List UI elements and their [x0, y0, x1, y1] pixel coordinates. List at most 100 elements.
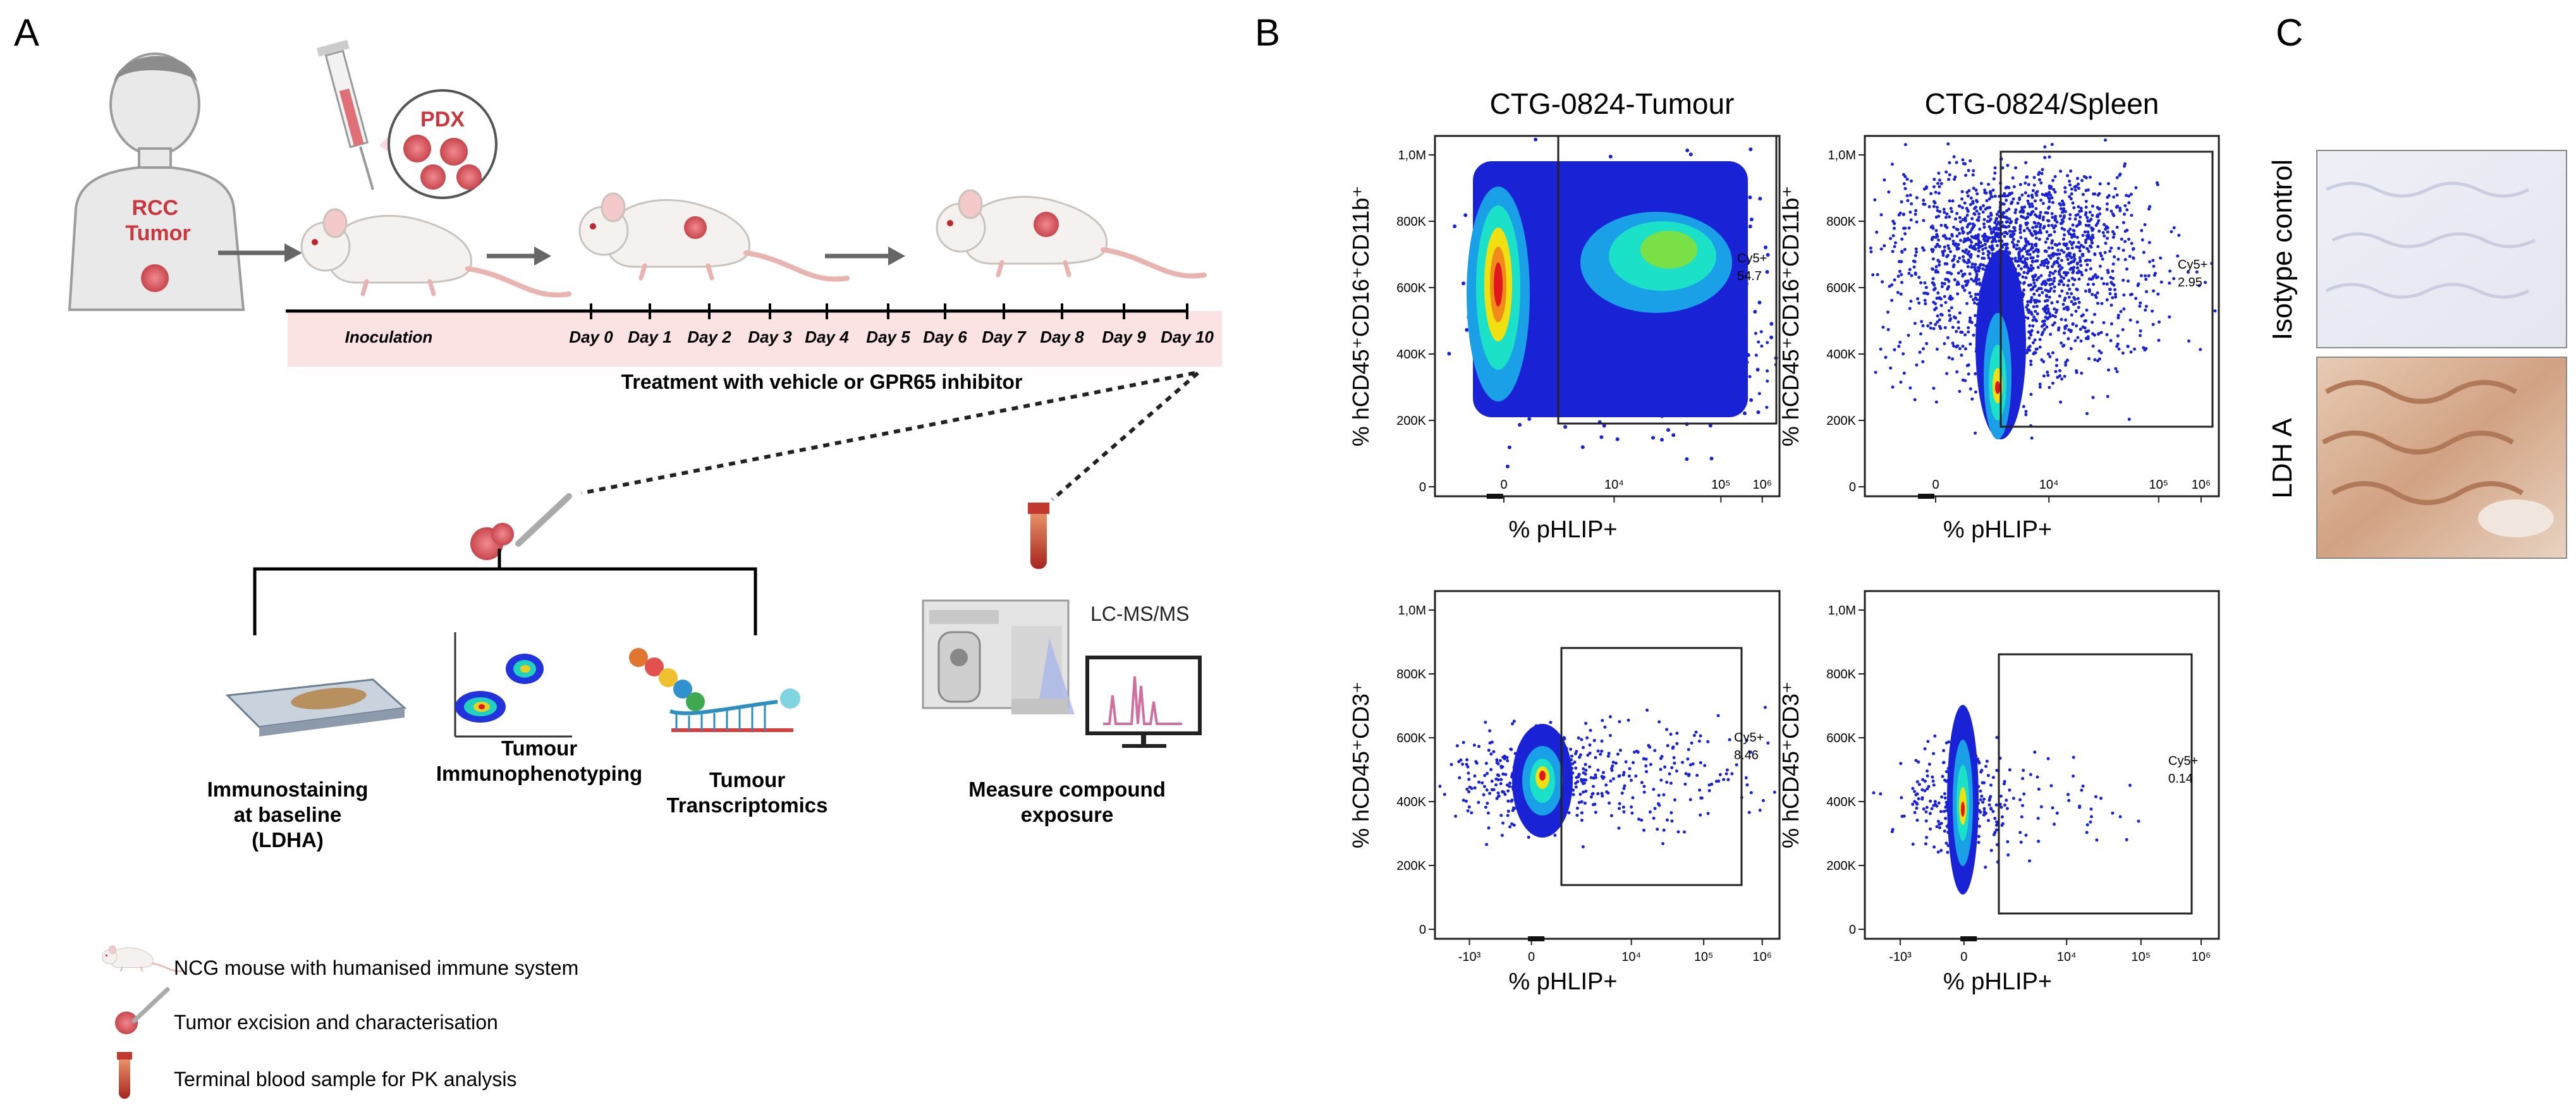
scatter-points	[1438, 706, 1776, 848]
timeline-day-label: Day 2	[687, 327, 731, 346]
y-tick-label: 800K	[1396, 668, 1426, 681]
y-tick-label: 0	[1849, 480, 1856, 494]
monitor-icon	[1085, 656, 1202, 748]
readout-label: Tumour Transcriptomics	[667, 768, 828, 817]
column-title-tumour: CTG-0824-Tumour	[1490, 87, 1735, 120]
x-tick-label: 0	[1932, 478, 1939, 492]
x-tick-label: 10⁴	[2057, 950, 2077, 964]
treatment-label: Treatment with vehicle or GPR65 inhibito…	[621, 370, 1023, 393]
gate-box	[1998, 653, 2193, 915]
readout-label-line: Tumour	[709, 768, 786, 791]
readout-bracket	[253, 549, 757, 635]
mouse-tumor-icon	[684, 216, 707, 239]
x-axis-label: % pHLIP+	[1943, 968, 2052, 995]
x-tick-label: 10⁵	[1711, 478, 1731, 492]
y-tick-label: 200K	[1826, 414, 1856, 428]
tumor-excision-icon	[470, 493, 572, 560]
column-title-spleen: CTG-0824/Spleen	[1925, 87, 2159, 120]
scatter-points	[1447, 137, 1778, 468]
y-axis-label: % hCD45⁺CD3⁺	[1778, 681, 1804, 848]
gate-box	[1560, 647, 1743, 886]
x-tick-label: 10⁵	[1694, 950, 1714, 964]
pdx-label: PDX	[420, 107, 465, 131]
plot-frame	[1864, 590, 2220, 940]
gate-label: Cy5+	[2168, 754, 2198, 768]
y-tick-label: 0	[1419, 923, 1426, 937]
flow-plot: 0 200K 400K 600K 800K 1,0M 0 10⁴ 10⁵ 10⁶ Cy5+ 2.95%…	[1778, 135, 2220, 543]
gate-value: 8.46	[1734, 748, 1759, 762]
x-tick-label: 0	[1960, 950, 1967, 964]
flow-plot: 0 200K 400K 600K 800K 1,0M -10³ 0 10⁴ 10⁵ 10⁶ Cy5+ 0…	[1778, 590, 2220, 995]
timeline-day-label: Day 9	[1102, 327, 1146, 346]
y-tick-label: 600K	[1396, 731, 1426, 745]
blood-tube-icon	[1028, 503, 1049, 569]
y-tick-label: 600K	[1826, 731, 1856, 745]
dna-icon	[629, 648, 800, 732]
ihc-label-isotype: Isotype control	[2267, 159, 2298, 340]
gate-value: 2.95	[2178, 276, 2202, 290]
ihc-image-isotype	[2316, 150, 2567, 348]
y-tick-label: 0	[1849, 923, 1856, 937]
lcms-instrument-icon	[922, 599, 1075, 714]
x-axis-label: % pHLIP+	[1508, 968, 1617, 995]
x-tick-label: -10³	[1889, 950, 1912, 964]
y-tick-label: 800K	[1396, 215, 1426, 229]
axis-marks	[1960, 936, 1977, 941]
readout-label-line: at baseline	[234, 803, 342, 826]
timeline-day-label: Day 8	[1040, 327, 1084, 346]
gate-label: Cy5+	[2178, 258, 2207, 272]
y-tick-label: 0	[1419, 480, 1426, 494]
y-tick-label: 1,0M	[1828, 149, 1856, 162]
timeline-day-label: Day 10	[1161, 327, 1214, 346]
readout-label-line: Measure compound	[968, 778, 1166, 801]
x-axis-label: % pHLIP+	[1508, 516, 1617, 543]
x-tick-label: 10⁴	[1621, 950, 1641, 964]
y-tick-label: 400K	[1826, 795, 1856, 809]
x-tick-label: 10⁶	[1753, 478, 1772, 492]
readout-label-line: exposure	[1021, 803, 1114, 826]
x-tick-label: 10⁵	[2149, 478, 2169, 492]
y-tick-label: 400K	[1396, 795, 1426, 809]
timeline-day-label: Day 7	[982, 327, 1027, 346]
slide-icon	[225, 678, 407, 736]
gate-label: Cy5+	[1737, 252, 1767, 266]
y-tick-label: 600K	[1826, 281, 1856, 295]
plot-frame	[1434, 590, 1781, 940]
pdx-tumor-icon	[440, 138, 468, 166]
timeline-day-label: Day 1	[628, 327, 671, 346]
readout-label-line: Tumour	[501, 736, 578, 760]
x-tick-label: -10³	[1458, 950, 1481, 964]
timeline-day-label: Day 6	[923, 327, 967, 346]
syringe-icon	[316, 40, 374, 190]
gate-box	[1999, 150, 2214, 428]
gate-value: 0.14	[2168, 772, 2193, 786]
mouse-icon-treated-2	[937, 190, 1204, 276]
mouse-icon-inoculation	[302, 209, 569, 295]
axis-marks	[1486, 494, 1503, 499]
mini-scatter-icon	[454, 632, 572, 738]
y-axis-label: % hCD45⁺CD16⁺CD11b⁺	[1348, 186, 1374, 447]
y-tick-label: 1,0M	[1398, 604, 1426, 618]
x-tick-label: 0	[1500, 478, 1507, 492]
y-tick-label: 200K	[1396, 414, 1426, 428]
patient-tumor-line1: RCC	[131, 196, 178, 220]
readout-label-line: (LDHA)	[252, 828, 324, 852]
timeline-day-label: Day 4	[805, 327, 849, 346]
plot-frame	[1864, 135, 2220, 498]
y-tick-label: 1,0M	[1398, 149, 1426, 162]
timeline-band	[288, 311, 1222, 367]
readout-label-line: Immunostaining	[207, 778, 369, 801]
x-axis-label: % pHLIP+	[1943, 516, 2052, 543]
y-axis-label: % hCD45⁺CD3⁺	[1348, 681, 1374, 848]
panel-b-letter: B	[1255, 11, 1280, 54]
timeline-days: Inoculation Day 0 Day 1 Day 2 Day 3 Day 4 Day …	[345, 303, 1214, 346]
timeline-day-label: Day 5	[866, 327, 910, 346]
gate-value: 54.7	[1737, 269, 1762, 283]
flow-plots: 0 200K 400K 600K 800K 1,0M 0 10⁴ 10⁵ 10⁶ Cy5+ 54.7%…	[1348, 135, 2220, 995]
y-tick-label: 400K	[1826, 348, 1856, 362]
x-tick-label: 10⁶	[1753, 950, 1772, 964]
y-tick-label: 800K	[1826, 215, 1856, 229]
legend-mouse-icon	[101, 944, 184, 972]
patient-tumor-label: RCC Tumor	[125, 196, 190, 245]
